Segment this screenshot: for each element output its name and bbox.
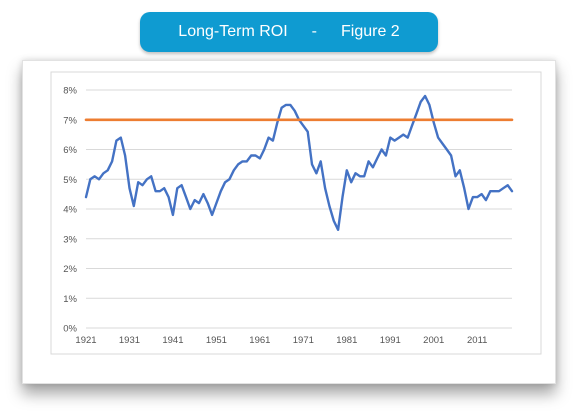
y-tick-label: 6%: [63, 145, 77, 156]
y-tick-label: 0%: [63, 324, 77, 335]
x-tick-label: 1941: [162, 335, 183, 346]
chart-card: 0% 1% 2% 3% 4% 5% 6% 7% 8% 1921 1931 1941 1951 1961 19…: [22, 60, 556, 384]
x-tick-label: 1971: [293, 335, 314, 346]
roi-series-line: [84, 94, 514, 232]
chart-border: [50, 71, 542, 355]
x-tick-label: 1981: [336, 335, 357, 346]
banner-separator: -: [311, 23, 317, 40]
y-tick-label: 3%: [63, 234, 77, 245]
y-tick-label: 5%: [63, 175, 77, 186]
x-tick-label: 2001: [423, 335, 444, 346]
x-tick-label: 2011: [467, 335, 487, 346]
title-banner: Long-Term ROI - Figure 2: [140, 12, 438, 52]
y-tick-label: 4%: [63, 205, 77, 216]
x-tick-label: 1931: [119, 335, 140, 346]
y-tick-label: 7%: [63, 115, 77, 126]
banner-title: Long-Term ROI: [178, 23, 288, 40]
y-tick-label: 8%: [63, 86, 77, 97]
x-tick-label: 1921: [75, 335, 96, 346]
banner-figure-label: Figure 2: [341, 23, 400, 40]
y-tick-label: 2%: [63, 264, 77, 275]
y-tick-label: 1%: [63, 294, 77, 305]
x-tick-label: 1951: [206, 335, 227, 346]
line-chart: 0% 1% 2% 3% 4% 5% 6% 7% 8% 1921 1931 1941 1951 1961 19…: [50, 71, 542, 355]
x-tick-label: 1961: [249, 335, 270, 346]
x-tick-label: 1991: [380, 335, 401, 346]
